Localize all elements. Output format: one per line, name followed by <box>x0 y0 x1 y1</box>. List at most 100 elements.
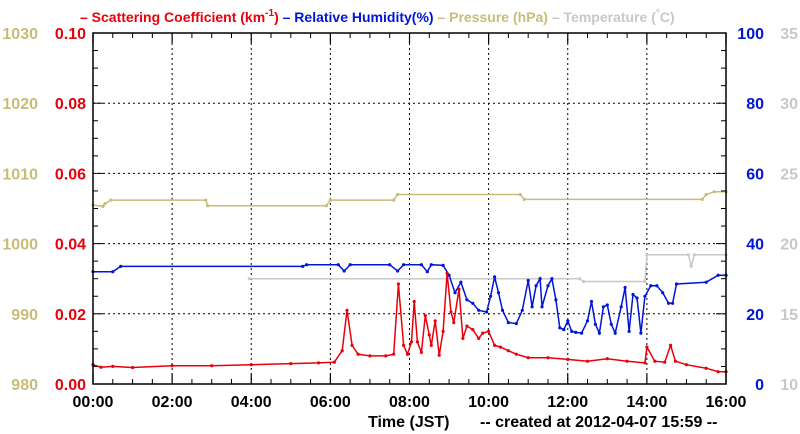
x-tick-label: 04:00 <box>231 394 272 411</box>
series-point-scattering <box>384 354 388 358</box>
series-point-humidity <box>459 280 463 284</box>
series-point-pressure <box>101 204 105 208</box>
series-point-scattering <box>249 363 253 367</box>
series-point-scattering <box>405 352 410 356</box>
series-point-temperature <box>686 253 691 257</box>
pressure-tick-label: 980 <box>11 377 38 394</box>
series-point-scattering <box>392 352 396 356</box>
series-point-humidity <box>465 298 469 302</box>
humidity-tick-label: 40 <box>746 237 764 254</box>
series-point-scattering <box>356 352 360 356</box>
series-point-humidity <box>631 292 635 297</box>
series-point-humidity <box>441 263 445 267</box>
series-point-pressure <box>324 204 328 208</box>
series-point-humidity <box>546 284 550 288</box>
x-axis-title: Time (JST) <box>368 414 450 431</box>
series-point-humidity <box>111 270 115 274</box>
series-point-pressure <box>712 190 716 194</box>
scattering-tick-label: 0.02 <box>55 307 86 324</box>
series-point-scattering <box>506 349 510 353</box>
x-tick-label: 16:00 <box>706 394 747 411</box>
series-point-pressure <box>700 197 704 201</box>
x-tick-label: 10:00 <box>468 394 509 411</box>
pressure-tick-label: 990 <box>11 307 38 324</box>
series-point-scattering <box>449 310 453 314</box>
series-point-humidity <box>585 319 590 323</box>
series-point-temperature <box>643 279 647 284</box>
series-point-scattering <box>663 360 667 364</box>
pressure-tick-label: 1010 <box>2 166 38 183</box>
series-point-scattering <box>210 364 214 368</box>
series-point-scattering <box>99 365 103 369</box>
pressure-tick-label: 1020 <box>2 96 38 113</box>
series-point-pressure <box>204 198 208 202</box>
series-point-scattering <box>445 271 449 275</box>
series-point-pressure <box>328 198 332 202</box>
series-point-humidity <box>506 321 510 325</box>
legend-temperature-close: C) <box>660 9 675 25</box>
series-point-scattering <box>457 287 461 291</box>
series-point-temperature <box>645 253 649 257</box>
series-point-humidity <box>538 277 542 281</box>
series-point-pressure <box>522 197 526 201</box>
x-tick-label: 02:00 <box>152 394 193 411</box>
series-point-scattering <box>345 308 349 312</box>
series-point-humidity <box>619 305 623 309</box>
series-point-scattering <box>415 340 419 344</box>
series-point-scattering <box>441 329 445 333</box>
temperature-tick-label: 30 <box>780 96 798 113</box>
series-point-humidity <box>493 275 497 279</box>
series-point-humidity <box>570 329 574 333</box>
series-point-humidity <box>453 291 457 295</box>
series-point-scattering <box>289 362 293 366</box>
series-point-scattering <box>673 359 678 363</box>
series-point-humidity <box>305 263 309 267</box>
series-point-humidity <box>574 330 578 334</box>
series-point-humidity <box>661 291 665 295</box>
series-point-humidity <box>342 269 346 273</box>
series-point-pressure <box>109 198 113 202</box>
series-point-humidity <box>597 331 602 335</box>
series-point-humidity <box>530 305 534 309</box>
series-point-scattering <box>350 343 354 347</box>
temperature-tick-label: 25 <box>780 166 798 183</box>
legend-scattering: – Scattering Coefficient (km <box>80 9 265 25</box>
series-point-scattering <box>423 314 427 318</box>
series-point-scattering <box>409 340 414 344</box>
series-point-scattering <box>605 357 609 361</box>
series-line-pressure <box>92 190 726 208</box>
series-point-humidity <box>336 263 340 267</box>
grid <box>93 33 726 384</box>
series-point-humidity <box>613 331 617 335</box>
series-point-humidity <box>419 263 423 267</box>
series-point-humidity <box>540 305 544 309</box>
x-tick-label: 12:00 <box>547 394 588 411</box>
scattering-tick-label: 0.00 <box>55 377 86 394</box>
series-point-humidity <box>601 305 606 309</box>
series-point-humidity <box>674 282 679 286</box>
series-point-humidity <box>429 263 433 267</box>
series-point-scattering <box>427 333 431 337</box>
series-point-humidity <box>655 284 659 288</box>
series-point-temperature <box>247 277 251 281</box>
series-point-scattering <box>111 364 115 368</box>
series-point-scattering <box>704 366 708 370</box>
temperature-tick-label: 35 <box>780 26 798 43</box>
series-point-scattering <box>498 345 503 349</box>
scattering-tick-label: 0.06 <box>55 166 86 183</box>
series-point-scattering <box>643 361 647 365</box>
chart-legend: – Scattering Coefficient (km-1) – Relati… <box>80 8 675 25</box>
series-line-temperature <box>249 254 726 283</box>
scattering-tick-label: 0.10 <box>55 26 86 43</box>
series-point-temperature <box>689 264 693 268</box>
series-point-humidity <box>396 269 400 273</box>
series-point-humidity <box>667 301 671 305</box>
series-point-humidity <box>388 263 392 267</box>
series-point-scattering <box>412 299 416 304</box>
series-point-humidity <box>566 319 570 323</box>
series-point-humidity <box>402 263 406 267</box>
series-point-scattering <box>170 364 174 368</box>
x-tick-label: 14:00 <box>626 394 667 411</box>
series-point-scattering <box>645 345 649 349</box>
